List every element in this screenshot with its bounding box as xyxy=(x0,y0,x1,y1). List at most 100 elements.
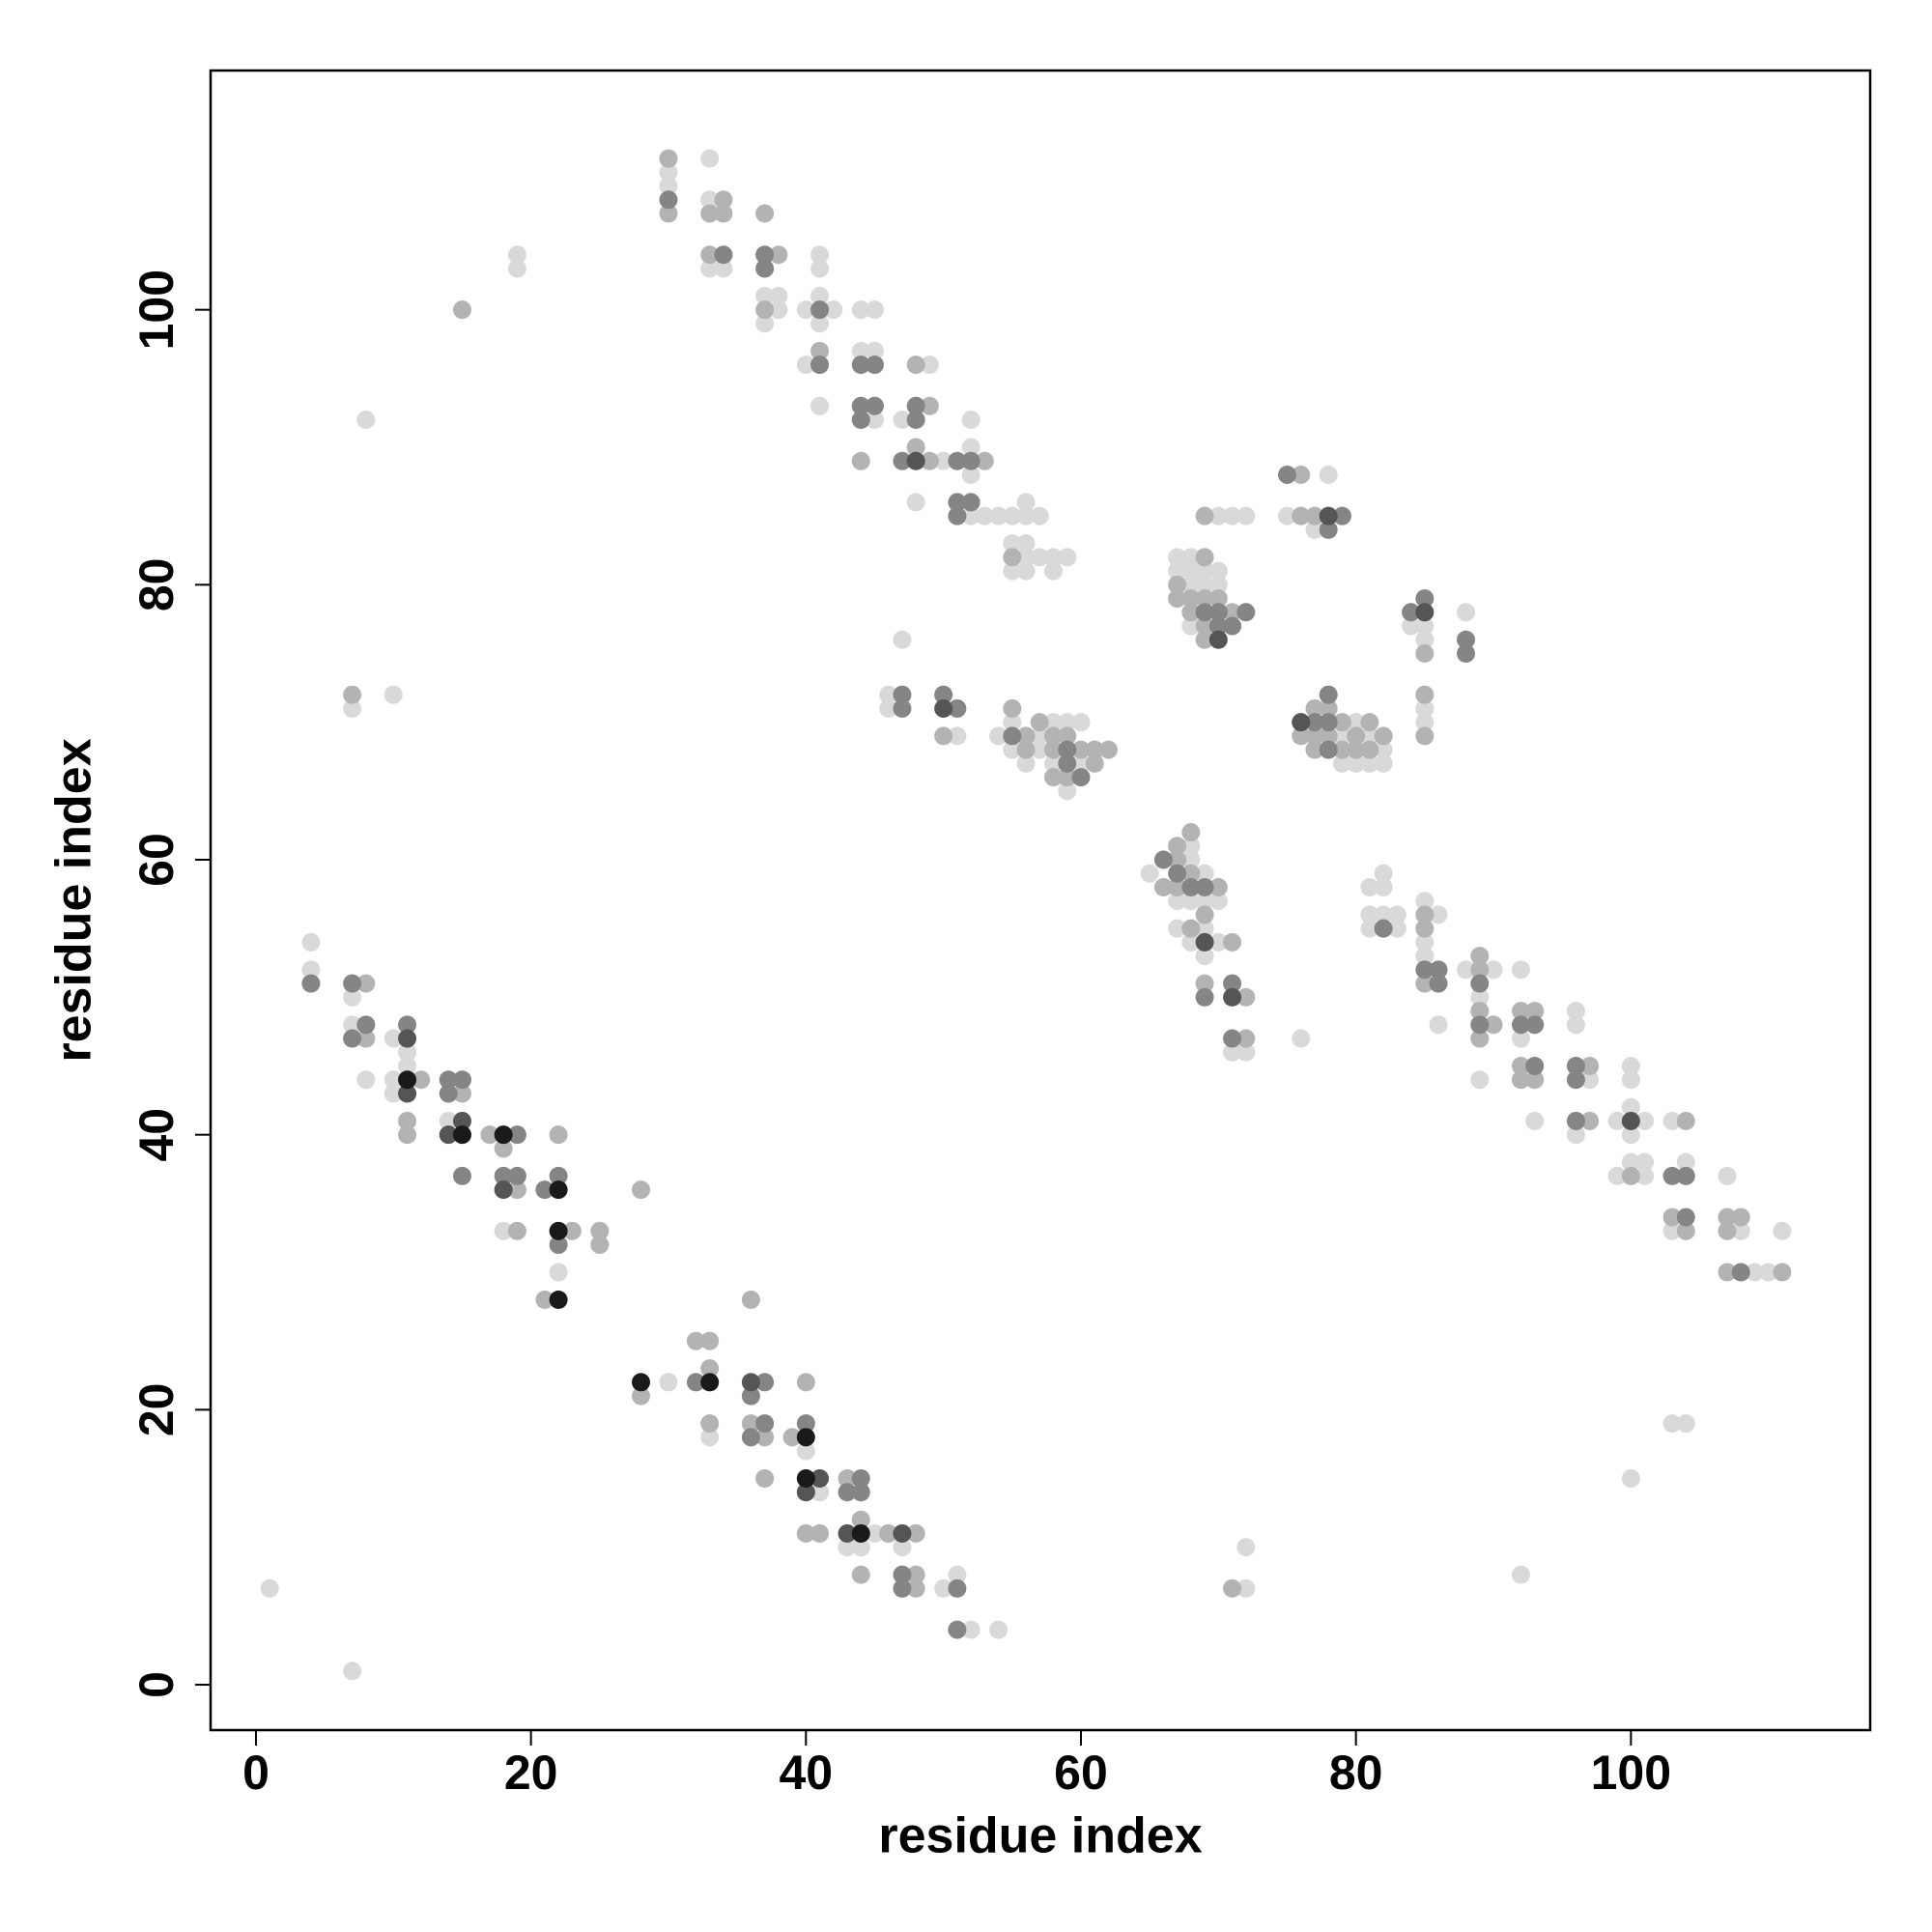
point xyxy=(1360,740,1379,759)
point xyxy=(384,1070,403,1090)
point xyxy=(1402,603,1421,622)
point xyxy=(1085,753,1104,773)
point xyxy=(1208,589,1228,609)
point xyxy=(1415,589,1435,609)
point xyxy=(1236,1578,1256,1598)
point xyxy=(301,960,321,980)
point xyxy=(590,1221,610,1240)
point xyxy=(1718,1208,1737,1227)
point xyxy=(838,1483,857,1502)
point xyxy=(1181,919,1201,938)
point xyxy=(700,245,720,265)
point xyxy=(1374,905,1393,924)
point xyxy=(920,355,939,375)
point xyxy=(1044,713,1064,732)
point xyxy=(1374,877,1393,896)
point xyxy=(398,1015,417,1035)
point xyxy=(1208,561,1228,581)
point xyxy=(893,630,912,649)
point xyxy=(1003,534,1022,554)
point xyxy=(1731,1221,1750,1240)
point xyxy=(1195,589,1214,609)
point xyxy=(1511,1029,1530,1048)
point xyxy=(1003,548,1022,567)
point xyxy=(948,698,967,718)
point xyxy=(1016,506,1036,526)
point xyxy=(1566,1125,1585,1145)
point xyxy=(1181,837,1201,856)
point xyxy=(1208,630,1228,649)
point xyxy=(741,1290,760,1309)
point xyxy=(1347,753,1366,773)
point xyxy=(507,1166,526,1185)
point xyxy=(356,1015,376,1035)
point xyxy=(865,341,884,360)
point xyxy=(1181,877,1201,896)
point xyxy=(1058,548,1077,567)
point xyxy=(1374,864,1393,883)
point xyxy=(1305,740,1324,759)
point xyxy=(343,974,362,993)
point xyxy=(1511,1057,1530,1076)
point xyxy=(1195,603,1214,622)
point xyxy=(851,1483,870,1502)
point xyxy=(796,355,815,375)
point xyxy=(1016,753,1036,773)
point xyxy=(1195,630,1214,649)
point xyxy=(851,411,870,430)
point xyxy=(1223,1042,1242,1062)
point xyxy=(700,1331,720,1350)
point xyxy=(1195,575,1214,594)
point xyxy=(1566,1070,1585,1090)
point xyxy=(1621,1166,1640,1185)
point xyxy=(1319,685,1338,704)
point xyxy=(1415,603,1435,622)
point xyxy=(948,1620,967,1639)
point xyxy=(1374,753,1393,773)
point xyxy=(714,245,733,265)
point xyxy=(1759,1263,1778,1282)
point xyxy=(343,1029,362,1048)
point xyxy=(1374,919,1393,938)
point xyxy=(549,1221,568,1240)
point xyxy=(1731,1263,1750,1282)
plot-frame xyxy=(209,69,1872,1732)
point xyxy=(700,1373,720,1392)
point xyxy=(1525,1070,1545,1090)
point xyxy=(934,685,953,704)
point xyxy=(507,245,526,265)
point xyxy=(1360,726,1379,746)
point xyxy=(755,286,775,305)
point xyxy=(1195,974,1214,993)
point xyxy=(934,726,953,746)
point xyxy=(1277,506,1296,526)
point xyxy=(398,1029,417,1048)
point xyxy=(439,1070,458,1090)
point xyxy=(920,451,939,470)
point xyxy=(1223,987,1242,1007)
point xyxy=(1030,740,1049,759)
point xyxy=(1181,548,1201,567)
point xyxy=(1415,960,1435,980)
point xyxy=(1181,823,1201,842)
y-axis-label: residue index xyxy=(46,738,102,1062)
x-tick-label: 20 xyxy=(504,1746,558,1800)
point xyxy=(1181,864,1201,883)
point xyxy=(1402,616,1421,636)
point xyxy=(1195,548,1214,567)
point xyxy=(1058,768,1077,787)
point xyxy=(851,1510,870,1529)
point xyxy=(1058,781,1077,801)
point xyxy=(412,1070,431,1090)
point xyxy=(1676,1166,1695,1185)
point xyxy=(1195,932,1214,952)
point xyxy=(1195,877,1214,896)
point xyxy=(494,1139,513,1158)
point xyxy=(1044,740,1064,759)
point xyxy=(1016,561,1036,581)
point xyxy=(398,1070,417,1090)
point xyxy=(1085,740,1104,759)
point xyxy=(1236,506,1256,526)
point xyxy=(1470,1015,1490,1035)
point xyxy=(1071,753,1091,773)
